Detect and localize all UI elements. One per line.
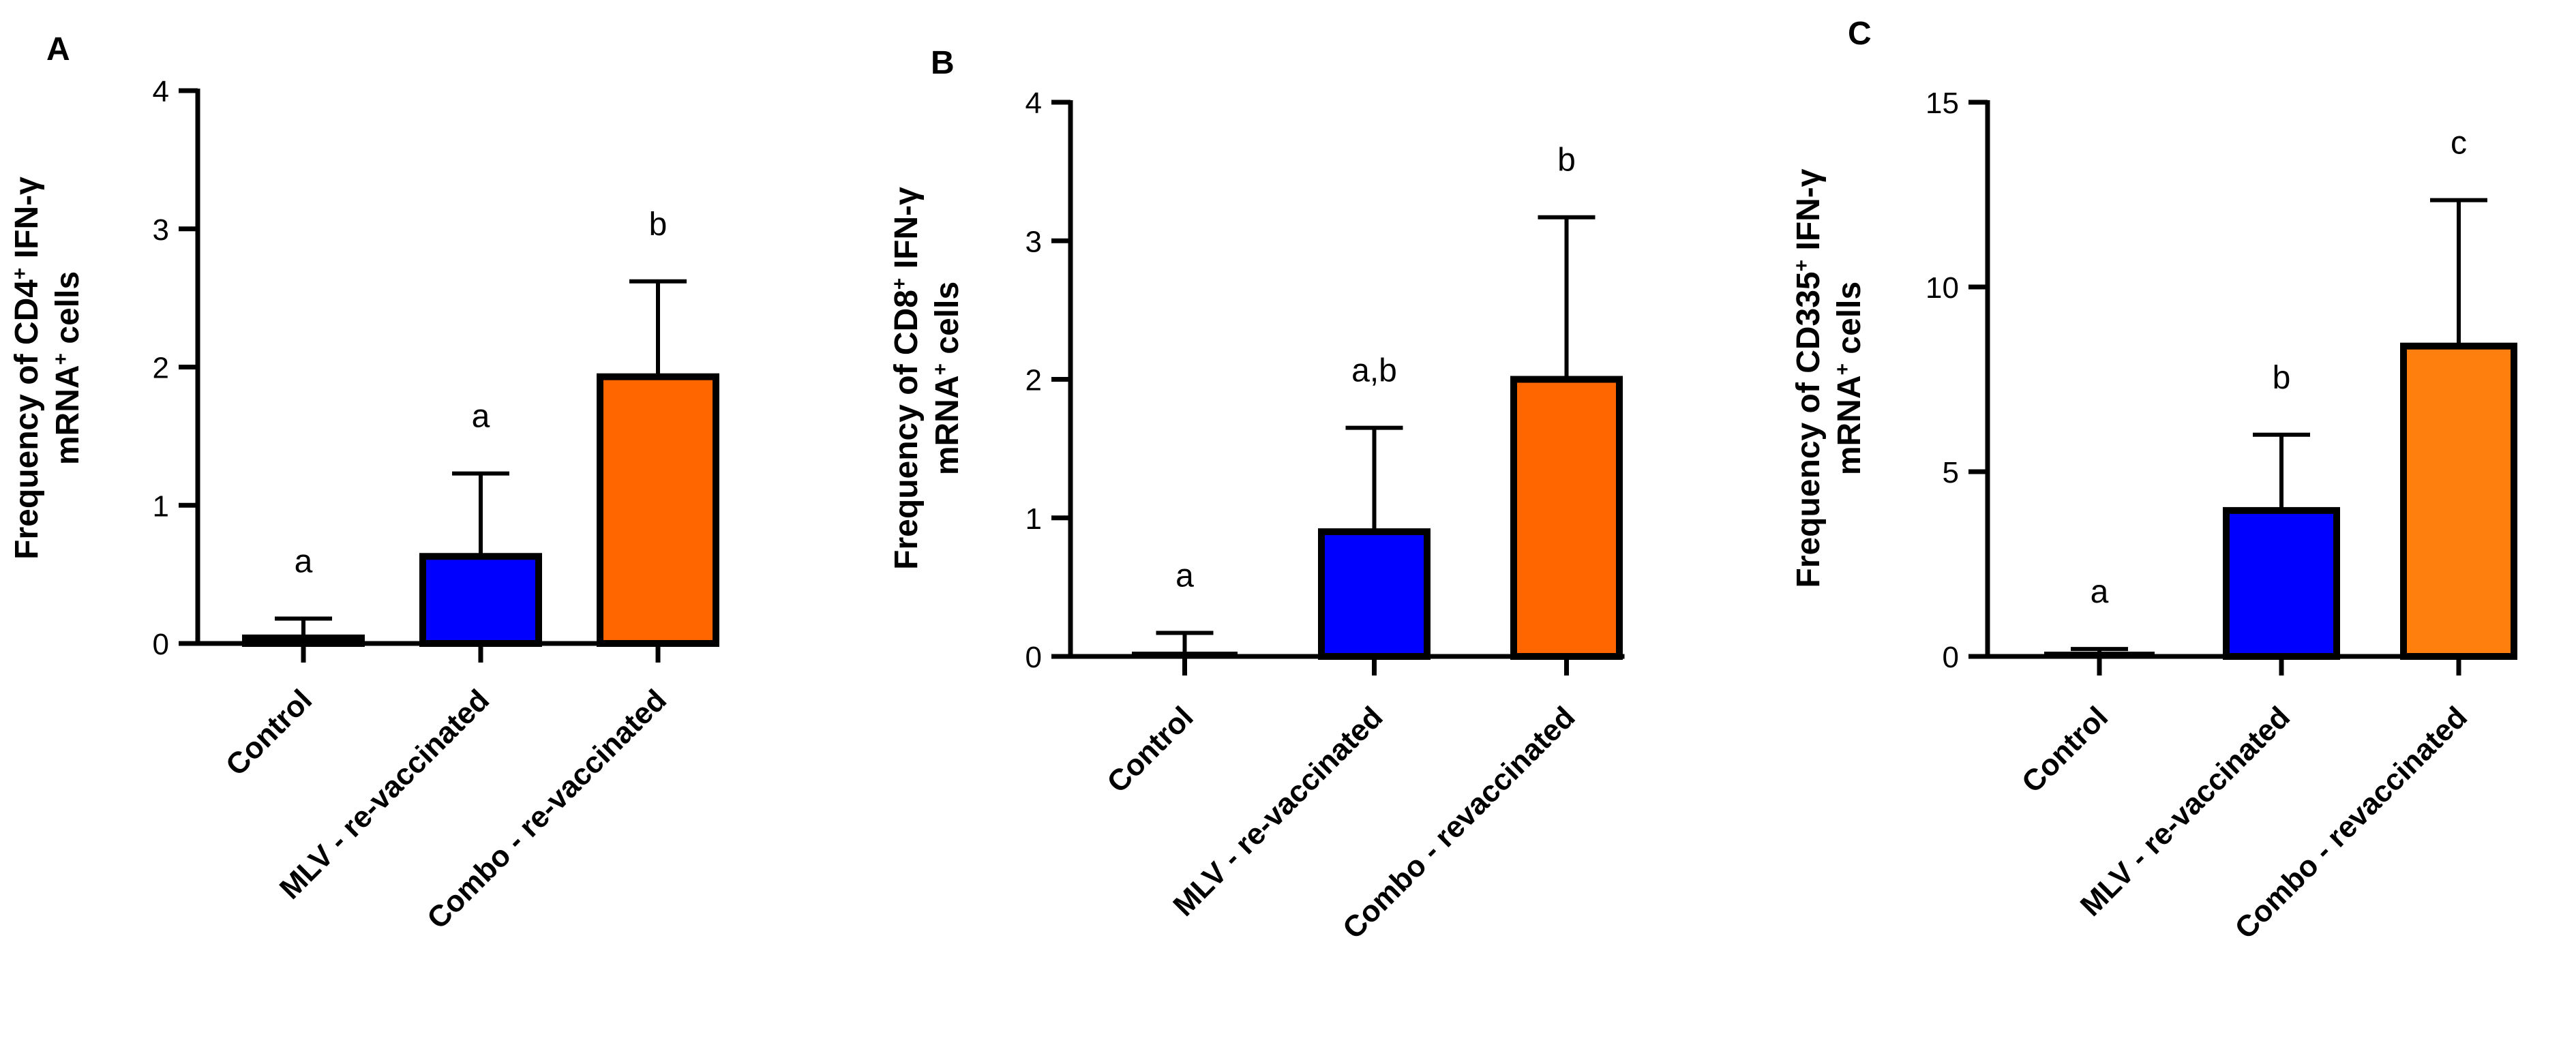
y-axis-title-line1: Frequency of CD335+ IFN-γ <box>1791 168 1827 588</box>
y-tick-label: 0 <box>1025 641 1042 674</box>
y-tick-label: 10 <box>1926 271 1959 305</box>
y-tick-label: 2 <box>1025 364 1042 397</box>
y-axis-title-line2: mRNA+ cells <box>1831 282 1868 475</box>
significance-label-3: b <box>1557 142 1576 179</box>
bar-2 <box>1318 528 1431 661</box>
y-tick-label: 15 <box>1926 87 1959 120</box>
x-category-label-2: MLV - re-vaccinated <box>1167 700 1389 922</box>
y-tick-label: 4 <box>153 75 169 108</box>
y-tick-label: 0 <box>153 628 169 661</box>
x-category-label-1: Control <box>2016 700 2114 799</box>
significance-label-2: a <box>472 399 490 435</box>
panel-letter: C <box>1848 16 1872 52</box>
panel-letter: B <box>931 45 955 81</box>
significance-label-1: a <box>2091 574 2109 610</box>
bar-2 <box>419 553 542 648</box>
y-tick-label: 5 <box>1943 456 1959 489</box>
significance-label-2: b <box>2273 360 2291 396</box>
significance-label-1: a <box>295 544 313 580</box>
significance-label-1: a <box>1175 558 1194 594</box>
y-tick-label: 3 <box>1025 225 1042 258</box>
y-tick-label: 0 <box>1943 641 1959 674</box>
bar-3 <box>2400 342 2517 660</box>
x-category-label-1: Control <box>1100 700 1199 799</box>
y-tick-label: 1 <box>153 489 169 523</box>
bar-3 <box>1510 376 1623 660</box>
significance-label-3: b <box>649 207 668 243</box>
panel-letter: A <box>46 31 70 67</box>
y-axis-title-line1: Frequency of CD8+ IFN-γ <box>888 187 925 570</box>
bar-3 <box>597 373 719 647</box>
significance-label-3: c <box>2451 125 2467 162</box>
y-axis-title-line1: Frequency of CD4+ IFN-γ <box>9 177 46 560</box>
y-tick-label: 2 <box>153 352 169 385</box>
bar-2 <box>2223 506 2340 660</box>
y-tick-label: 4 <box>1025 87 1042 120</box>
y-tick-label: 3 <box>153 213 169 247</box>
x-category-label-1: Control <box>220 683 318 782</box>
y-axis-title-line2: mRNA+ cells <box>50 271 87 465</box>
bar-1 <box>242 634 365 648</box>
y-tick-label: 1 <box>1025 502 1042 536</box>
significance-label-2: a,b <box>1351 353 1397 389</box>
y-axis-title-line2: mRNA+ cells <box>929 282 966 475</box>
